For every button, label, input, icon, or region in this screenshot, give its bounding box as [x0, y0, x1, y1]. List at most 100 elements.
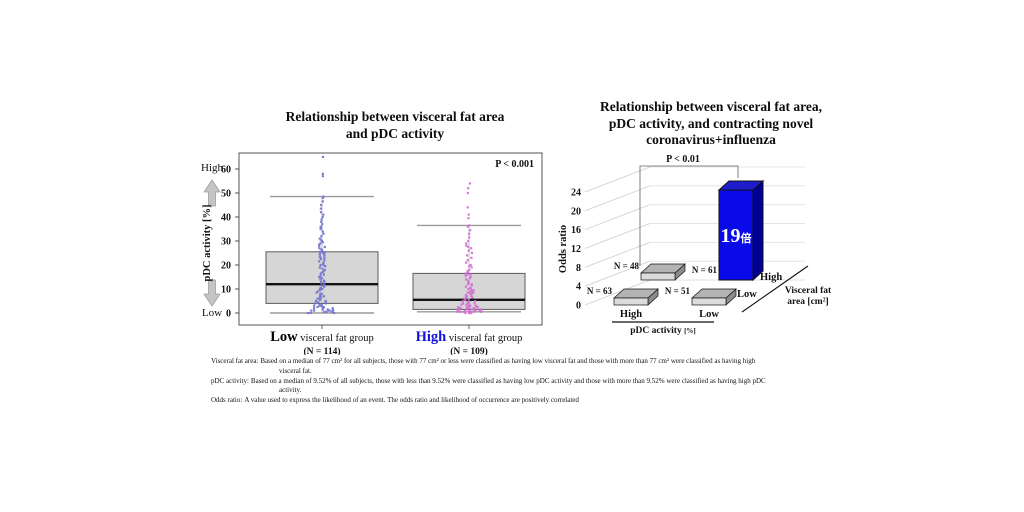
data-point: [321, 200, 324, 203]
data-point: [322, 232, 325, 235]
y-axis-high-label: High: [201, 162, 224, 174]
y-tick-label: 10: [221, 285, 231, 296]
data-point: [320, 292, 323, 295]
data-point: [468, 277, 472, 280]
data-point: [467, 302, 470, 305]
p-value-annotation: P < 0.001: [495, 159, 534, 170]
right-chart-title: Relationship between visceral fat area, …: [550, 99, 872, 149]
data-point: [327, 309, 330, 312]
data-point: [470, 284, 473, 287]
data-point: [313, 309, 316, 312]
data-point: [318, 304, 321, 307]
grid-diagonal: [584, 185, 651, 212]
left-chart-title: Relationship between visceral fat area a…: [200, 109, 590, 142]
left-chart-title-line1: Relationship between visceral fat area: [285, 109, 505, 124]
footnote-text: Based on a median of 77 cm² for all subj…: [260, 357, 756, 375]
data-point: [320, 280, 323, 283]
data-point: [456, 308, 459, 311]
data-point: [322, 213, 325, 216]
data-point: [465, 303, 468, 306]
data-point: [466, 283, 470, 286]
data-point: [467, 279, 470, 282]
data-point: [474, 304, 477, 307]
data-point: [322, 295, 326, 298]
data-point: [324, 299, 327, 303]
right-chart-title-line3: coronavirus+influenza: [646, 132, 776, 148]
data-point: [320, 235, 323, 238]
data-point: [322, 273, 325, 276]
data-point: [318, 243, 321, 246]
data-point: [320, 239, 323, 243]
data-point: [470, 247, 473, 250]
data-point: [319, 238, 322, 241]
data-point: [468, 236, 471, 239]
data-point: [465, 244, 468, 247]
data-point: [321, 196, 325, 199]
data-point: [321, 241, 324, 244]
data-point: [461, 302, 465, 305]
data-point: [323, 256, 326, 259]
data-point: [315, 291, 318, 294]
data-point: [320, 248, 323, 251]
grid-diagonal: [584, 204, 651, 231]
data-point: [468, 307, 471, 310]
bar-front-face: [691, 297, 727, 306]
data-point: [478, 309, 481, 312]
scatter-points: [456, 182, 483, 315]
data-point: [324, 301, 327, 304]
data-point: [319, 256, 322, 259]
group-n-label: (N = 114): [303, 346, 340, 355]
odds-tick-label: 20: [571, 206, 581, 217]
data-point: [462, 310, 465, 313]
y-tick-label: 20: [221, 261, 231, 272]
bar-n-label: N = 61: [692, 265, 718, 275]
data-point: [465, 296, 468, 299]
grid-diagonal: [584, 241, 651, 268]
footnote-odds-ratio: Odds ratio: A value used to express the l…: [211, 396, 776, 406]
data-point: [318, 237, 321, 240]
data-point: [312, 304, 316, 307]
data-point: [457, 307, 460, 310]
group-n-label: (N = 109): [450, 346, 488, 355]
data-point: [480, 308, 483, 311]
data-point: [321, 155, 325, 159]
data-point: [470, 266, 473, 269]
data-point: [321, 172, 325, 175]
data-point: [319, 257, 323, 261]
bar-highpdc-highfat: [640, 263, 686, 281]
data-point: [467, 249, 470, 252]
odds-ratio-3d-bar-chart: 0 4 8 12 16 20 24 Odds ratio P < 0.01 N = 63 N = 4…: [558, 154, 832, 336]
data-point: [322, 305, 326, 309]
data-point: [331, 307, 334, 310]
data-point: [321, 215, 324, 219]
down-arrow-icon: [203, 279, 221, 307]
data-point: [318, 266, 321, 269]
data-point: [320, 281, 323, 285]
data-point: [323, 268, 326, 271]
data-point: [459, 307, 462, 310]
data-point: [467, 281, 471, 285]
data-point: [319, 211, 323, 214]
data-point: [319, 289, 322, 292]
data-point: [467, 187, 470, 190]
data-point: [320, 277, 324, 280]
data-point: [466, 301, 470, 304]
data-point: [323, 310, 326, 313]
data-point: [320, 303, 323, 306]
data-point: [322, 279, 326, 282]
data-point: [316, 297, 319, 300]
data-point: [472, 291, 475, 294]
grid-diagonal: [584, 223, 651, 249]
footnote-text: Based on a median of 9.52% of all subjec…: [250, 376, 766, 395]
data-point: [324, 265, 327, 268]
visceral-fat-axis-title: Visceral fat: [785, 286, 832, 296]
data-point: [318, 303, 321, 306]
data-point: [321, 308, 324, 311]
data-point: [323, 280, 326, 283]
data-point: [320, 304, 323, 307]
data-point: [467, 287, 470, 291]
right-chart-title-line2: pDC activity, and contracting novel: [608, 115, 814, 131]
data-point: [466, 271, 469, 274]
data-point: [317, 301, 320, 304]
odds-tick-label: 16: [571, 225, 581, 236]
